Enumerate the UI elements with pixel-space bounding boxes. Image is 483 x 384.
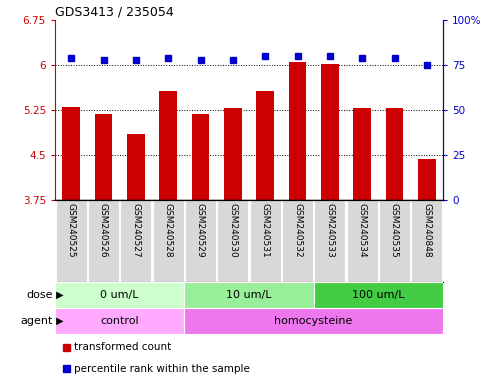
Bar <box>192 114 210 200</box>
Bar <box>314 200 345 282</box>
Text: GSM240534: GSM240534 <box>358 203 367 258</box>
Text: dose: dose <box>26 290 53 300</box>
Bar <box>185 200 216 282</box>
Text: agent: agent <box>20 316 53 326</box>
Bar <box>185 282 313 308</box>
Bar <box>55 308 185 334</box>
Bar <box>88 200 119 282</box>
Bar <box>313 282 443 308</box>
Text: GSM240529: GSM240529 <box>196 203 205 258</box>
Bar <box>282 200 313 282</box>
Bar <box>347 200 378 282</box>
Text: GSM240525: GSM240525 <box>67 203 76 258</box>
Bar <box>321 64 339 200</box>
Text: homocysteine: homocysteine <box>274 316 353 326</box>
Bar <box>95 114 113 200</box>
Bar <box>256 91 274 200</box>
Text: ▶: ▶ <box>53 316 63 326</box>
Text: 100 um/L: 100 um/L <box>352 290 405 300</box>
Text: GSM240535: GSM240535 <box>390 203 399 258</box>
Text: percentile rank within the sample: percentile rank within the sample <box>74 364 250 374</box>
Bar <box>418 159 436 200</box>
Bar <box>385 108 403 200</box>
Bar <box>56 200 86 282</box>
Bar <box>412 200 442 282</box>
Text: 10 um/L: 10 um/L <box>226 290 272 300</box>
Text: GSM240533: GSM240533 <box>326 203 334 258</box>
Bar <box>185 308 443 334</box>
Text: GSM240528: GSM240528 <box>164 203 172 258</box>
Text: GSM240532: GSM240532 <box>293 203 302 258</box>
Bar <box>289 62 306 200</box>
Bar <box>217 200 248 282</box>
Bar <box>62 107 80 200</box>
Bar <box>127 134 145 200</box>
Text: GSM240531: GSM240531 <box>261 203 270 258</box>
Text: 0 um/L: 0 um/L <box>100 290 139 300</box>
Text: transformed count: transformed count <box>74 343 171 353</box>
Bar <box>55 282 185 308</box>
Text: GSM240530: GSM240530 <box>228 203 237 258</box>
Text: GDS3413 / 235054: GDS3413 / 235054 <box>55 6 174 19</box>
Bar <box>379 200 410 282</box>
Bar <box>159 91 177 200</box>
Text: GSM240526: GSM240526 <box>99 203 108 258</box>
Text: control: control <box>100 316 139 326</box>
Bar <box>120 200 151 282</box>
Bar <box>63 365 70 372</box>
Text: GSM240848: GSM240848 <box>422 203 431 258</box>
Bar <box>224 108 242 200</box>
Bar <box>63 344 70 351</box>
Bar <box>153 200 184 282</box>
Bar <box>250 200 281 282</box>
Bar <box>353 108 371 200</box>
Text: ▶: ▶ <box>53 290 63 300</box>
Text: GSM240527: GSM240527 <box>131 203 141 258</box>
